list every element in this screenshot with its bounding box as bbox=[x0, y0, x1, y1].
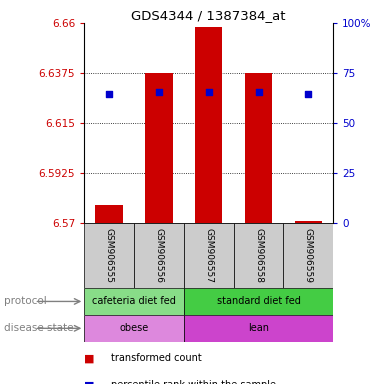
Bar bbox=[84, 223, 134, 288]
Bar bbox=[84, 288, 184, 315]
Text: obese: obese bbox=[119, 323, 149, 333]
Text: percentile rank within the sample: percentile rank within the sample bbox=[111, 380, 276, 384]
Point bbox=[206, 89, 212, 95]
Text: ■: ■ bbox=[84, 380, 95, 384]
Bar bbox=[295, 220, 322, 223]
Bar bbox=[84, 315, 184, 342]
Bar bbox=[245, 73, 272, 223]
Text: cafeteria diet fed: cafeteria diet fed bbox=[92, 296, 176, 306]
Text: lean: lean bbox=[248, 323, 269, 333]
Bar bbox=[283, 223, 333, 288]
Text: standard diet fed: standard diet fed bbox=[217, 296, 300, 306]
Text: ■: ■ bbox=[84, 353, 95, 363]
Text: GSM906556: GSM906556 bbox=[154, 228, 164, 283]
Text: disease state: disease state bbox=[4, 323, 73, 333]
Point bbox=[305, 91, 311, 97]
Title: GDS4344 / 1387384_at: GDS4344 / 1387384_at bbox=[131, 9, 286, 22]
Point bbox=[255, 89, 262, 95]
Text: GSM906555: GSM906555 bbox=[105, 228, 114, 283]
Bar bbox=[184, 223, 234, 288]
Text: transformed count: transformed count bbox=[111, 353, 202, 363]
Bar bbox=[234, 223, 283, 288]
Bar bbox=[195, 28, 223, 223]
Text: protocol: protocol bbox=[4, 296, 47, 306]
Bar bbox=[95, 205, 123, 223]
Bar bbox=[145, 73, 173, 223]
Bar bbox=[184, 288, 333, 315]
Point bbox=[106, 91, 112, 97]
Text: GSM906558: GSM906558 bbox=[254, 228, 263, 283]
Bar bbox=[184, 315, 333, 342]
Point bbox=[156, 89, 162, 95]
Text: GSM906559: GSM906559 bbox=[304, 228, 313, 283]
Bar bbox=[134, 223, 184, 288]
Text: GSM906557: GSM906557 bbox=[204, 228, 213, 283]
